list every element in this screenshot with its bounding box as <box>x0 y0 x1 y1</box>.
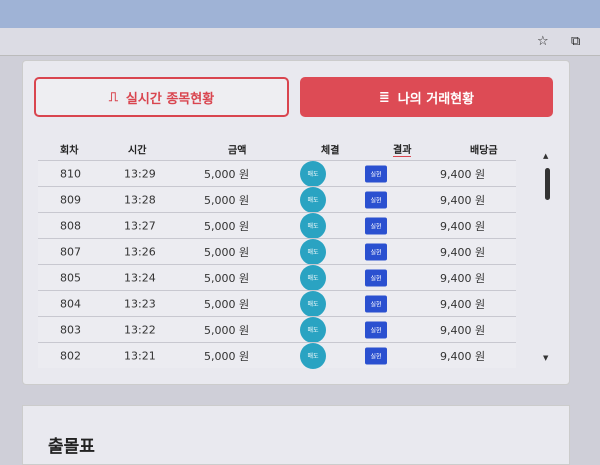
round-cell: 802 <box>60 349 81 362</box>
result-badge: 실현 <box>365 347 387 364</box>
section-title: 출몰표 <box>48 437 95 457</box>
fill-status-circle: 매도 <box>300 316 326 343</box>
list-icon: ≣ <box>378 89 390 105</box>
payout-cell: 9,400 원 <box>440 297 486 311</box>
payout-cell: 9,400 원 <box>440 323 486 337</box>
payout-cell: 9,400 원 <box>440 193 486 207</box>
time-cell: 13:28 <box>124 193 156 206</box>
scrollbar[interactable]: ▲ ▼ <box>542 152 552 362</box>
round-cell: 803 <box>60 323 81 336</box>
table-row: 802 13:21 5,000 원 매도 실현 9,400 원 <box>38 342 516 369</box>
time-cell: 13:22 <box>124 323 156 336</box>
result-badge: 실현 <box>365 243 387 260</box>
time-cell: 13:21 <box>124 349 156 362</box>
payout-cell: 9,400 원 <box>440 271 486 285</box>
amount-cell: 5,000 원 <box>204 193 250 207</box>
fill-status-circle: 매도 <box>300 264 326 291</box>
table-row: 810 13:29 5,000 원 매도 실현 9,400 원 <box>38 160 516 187</box>
scroll-up-icon[interactable]: ▲ <box>543 152 549 160</box>
table-row: 807 13:26 5,000 원 매도 실현 9,400 원 <box>38 238 516 265</box>
result-badge: 실현 <box>365 191 387 208</box>
header-time: 시간 <box>128 145 147 157</box>
table-header: 회차 시간 금액 체결 결과 배당금 <box>38 138 516 160</box>
amount-cell: 5,000 원 <box>204 167 250 181</box>
round-cell: 804 <box>60 297 81 310</box>
amount-cell: 5,000 원 <box>204 219 250 233</box>
round-cell: 808 <box>60 219 81 232</box>
round-cell: 805 <box>60 271 81 284</box>
time-cell: 13:26 <box>124 245 156 258</box>
result-badge: 실현 <box>365 269 387 286</box>
result-badge: 실현 <box>365 165 387 182</box>
chart-panel <box>22 405 570 465</box>
table-row: 803 13:22 5,000 원 매도 실현 9,400 원 <box>38 316 516 343</box>
header-round: 회차 <box>60 145 79 157</box>
round-cell: 809 <box>60 193 81 206</box>
browser-tab-bar <box>0 0 600 28</box>
fill-status-circle: 매도 <box>300 238 326 265</box>
payout-cell: 9,400 원 <box>440 167 486 181</box>
amount-cell: 5,000 원 <box>204 245 250 259</box>
time-cell: 13:24 <box>124 271 156 284</box>
realtime-status-button[interactable]: ⎍ 실시간 종목현황 <box>34 77 289 117</box>
amount-cell: 5,000 원 <box>204 323 250 337</box>
payout-cell: 9,400 원 <box>440 245 486 259</box>
result-badge: 실현 <box>365 321 387 338</box>
scroll-down-icon[interactable]: ▼ <box>543 354 549 362</box>
table-row: 808 13:27 5,000 원 매도 실현 9,400 원 <box>38 212 516 239</box>
fill-status-circle: 매도 <box>300 186 326 213</box>
header-fill: 체결 <box>321 145 340 157</box>
scrollbar-thumb[interactable] <box>545 168 550 200</box>
fill-status-circle: 매도 <box>300 290 326 317</box>
trade-table: 회차 시간 금액 체결 결과 배당금 810 13:29 5,000 원 매도 … <box>38 138 516 369</box>
table-row: 809 13:28 5,000 원 매도 실현 9,400 원 <box>38 186 516 213</box>
table-row: 805 13:24 5,000 원 매도 실현 9,400 원 <box>38 264 516 291</box>
fill-status-circle: 매도 <box>300 342 326 369</box>
puzzle-icon[interactable]: ⧉ <box>571 34 581 49</box>
time-cell: 13:27 <box>124 219 156 232</box>
header-amount: 금액 <box>228 145 247 157</box>
time-cell: 13:23 <box>124 297 156 310</box>
fill-status-circle: 매도 <box>300 212 326 239</box>
round-cell: 807 <box>60 245 81 258</box>
amount-cell: 5,000 원 <box>204 297 250 311</box>
fill-status-circle: 매도 <box>300 160 326 187</box>
result-badge: 실현 <box>365 217 387 234</box>
time-cell: 13:29 <box>124 167 156 180</box>
star-icon[interactable]: ☆ <box>537 34 549 49</box>
my-trades-button[interactable]: ≣ 나의 거래현황 <box>300 77 553 117</box>
payout-cell: 9,400 원 <box>440 219 486 233</box>
round-cell: 810 <box>60 167 81 180</box>
browser-toolbar: ☆ ⧉ <box>0 28 600 56</box>
table-row: 804 13:23 5,000 원 매도 실현 9,400 원 <box>38 290 516 317</box>
payout-cell: 9,400 원 <box>440 349 486 363</box>
header-result: 결과 <box>393 141 412 157</box>
amount-cell: 5,000 원 <box>204 271 250 285</box>
pulse-icon: ⎍ <box>108 89 118 105</box>
header-payout: 배당금 <box>470 145 498 157</box>
amount-cell: 5,000 원 <box>204 349 250 363</box>
result-badge: 실현 <box>365 295 387 312</box>
